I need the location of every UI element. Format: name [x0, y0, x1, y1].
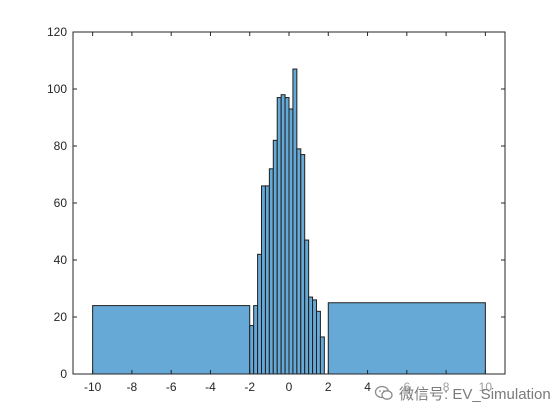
- histogram-bar: [249, 325, 255, 375]
- y-tick-label: 0: [60, 367, 67, 381]
- bars-group: [92, 68, 486, 375]
- histogram-bar: [280, 94, 286, 375]
- histogram-bar: [315, 310, 321, 375]
- histogram-bar: [292, 68, 298, 375]
- histogram-bar: [264, 185, 270, 375]
- histogram-bar: [272, 139, 278, 375]
- histogram-bar: [284, 97, 290, 375]
- histogram-bar: [304, 239, 310, 375]
- x-tick-label: 0: [286, 380, 293, 394]
- x-tick-label: 4: [364, 380, 371, 394]
- x-tick-label: -2: [244, 380, 255, 394]
- y-tick-label: 60: [54, 196, 68, 210]
- histogram-bar: [261, 185, 266, 375]
- watermark-text: 微信号: EV_Simulation: [399, 385, 551, 403]
- histogram-bar: [296, 148, 302, 375]
- x-tick-label: -10: [84, 380, 102, 394]
- y-tick-label: 120: [47, 25, 67, 39]
- x-tick-label: 2: [325, 380, 332, 394]
- histogram-bar: [319, 336, 325, 375]
- y-tick-label: 40: [54, 253, 68, 267]
- histogram-bar: [308, 296, 314, 375]
- histogram-bar: [312, 299, 317, 375]
- histogram-bar: [92, 305, 251, 375]
- y-tick-label: 80: [54, 139, 68, 153]
- histogram-bar: [268, 168, 274, 375]
- wechat-icon: [374, 385, 393, 400]
- histogram-bar: [257, 253, 263, 375]
- histogram-bar: [253, 305, 259, 375]
- histogram-bar: [327, 302, 486, 375]
- y-tick-label: 100: [47, 82, 67, 96]
- histogram-bar: [300, 154, 306, 375]
- histogram-bar: [276, 97, 282, 375]
- x-tick-label: -8: [127, 380, 138, 394]
- x-tick-label: -6: [166, 380, 177, 394]
- histogram-bar: [288, 108, 294, 375]
- y-tick-label: 20: [54, 310, 68, 324]
- x-tick-label: -4: [205, 380, 216, 394]
- watermark: 微信号: EV_Simulation: [372, 381, 553, 405]
